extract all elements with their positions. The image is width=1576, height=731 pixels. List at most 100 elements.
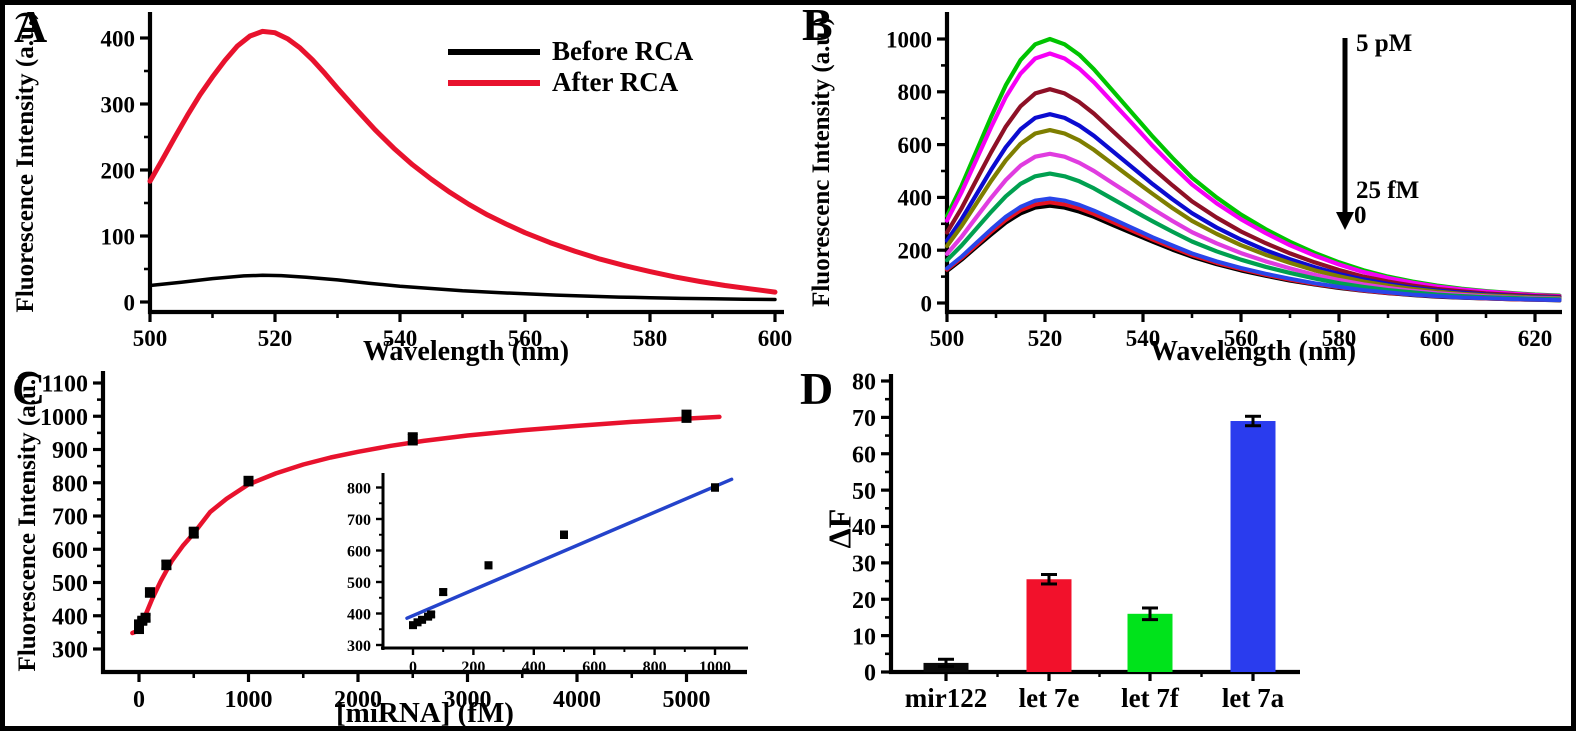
- x-tick-label: 0: [409, 659, 417, 676]
- panel-label-a: A: [14, 1, 48, 52]
- y-tick-label: 400: [898, 186, 933, 211]
- panel-b-yaxis-title: Fluorescenc Intensity (a.u.): [808, 17, 835, 307]
- x-tick-label: 600: [582, 659, 606, 676]
- annotation-mid-conc: 25 fM: [1356, 177, 1420, 204]
- y-tick-label: 1000: [886, 27, 932, 52]
- y-tick-label: 600: [898, 133, 933, 158]
- x-tick-label: 500: [930, 326, 965, 351]
- x-tick-label: 200: [461, 659, 485, 676]
- y-tick-label: 400: [52, 604, 88, 630]
- y-tick-label: 900: [52, 438, 88, 464]
- y-tick-label: 70: [852, 406, 876, 432]
- y-tick-label: 300: [101, 92, 136, 117]
- y-tick-label: 0: [124, 290, 136, 315]
- panel-c-xaxis-title: [miRNA] (fM): [336, 697, 514, 729]
- data-point-marker: [144, 587, 155, 598]
- x-tick-label: 500: [133, 326, 168, 351]
- legend-label: After RCA: [552, 67, 679, 97]
- x-tick-label: 4000: [553, 687, 601, 713]
- y-tick-label: 1000: [40, 405, 88, 431]
- panel-a-yaxis-title: Fluorescence Intensity (a.u.): [12, 11, 39, 313]
- x-tick-label: 620: [1518, 326, 1553, 351]
- data-point-marker: [711, 483, 719, 492]
- x-tick-label: 1000: [225, 687, 273, 713]
- x-tick-label: 1000: [699, 659, 731, 676]
- x-tick-label: 400: [522, 659, 546, 676]
- x-tick-label: 600: [1420, 326, 1455, 351]
- panel-b-xaxis-title: Wavelength (nm): [1149, 336, 1357, 367]
- panel-c-plot: 0 1000 2000 3000 4000 50003004005006007008009…: [40, 371, 747, 713]
- annotation-bottom-conc: 0: [1354, 202, 1367, 229]
- series-s3: [944, 87, 1562, 299]
- x-tick-label: 560: [508, 326, 543, 351]
- category-label: mir122: [905, 683, 987, 713]
- y-tick-label: 800: [347, 480, 371, 497]
- y-tick-label: 800: [898, 80, 933, 105]
- x-tick-label: 520: [1028, 326, 1063, 351]
- y-tick-label: 50: [852, 479, 876, 505]
- x-tick-label: 800: [643, 659, 667, 676]
- category-label: let 7f: [1121, 683, 1180, 713]
- panel-label-b: B: [802, 0, 833, 50]
- y-tick-label: 600: [347, 543, 371, 560]
- x-tick-label: 600: [758, 326, 793, 351]
- x-tick-label: 520: [258, 326, 293, 351]
- x-tick-label: 580: [1322, 326, 1357, 351]
- panel-label-c: C: [12, 363, 46, 414]
- panel-c-yaxis-title: Fluorescence Intensity (a.u.): [14, 370, 41, 672]
- series-After RCA: [147, 28, 778, 295]
- y-tick-label: 40: [852, 515, 876, 541]
- data-point-marker: [427, 610, 436, 619]
- x-tick-label: 540: [383, 326, 418, 351]
- x-tick-label: 0: [133, 687, 145, 713]
- panel-d-plot: 0 10 20 30 40 50 60 70 80 mir122 let 7e let 7f let 7…: [852, 370, 1300, 713]
- y-tick-label: 100: [101, 224, 136, 249]
- y-tick-label: 10: [852, 624, 876, 650]
- data-point-marker: [407, 433, 418, 444]
- bar-let-7a: [1230, 421, 1276, 672]
- data-point-marker: [413, 618, 422, 627]
- y-tick-label: 1100: [41, 372, 88, 398]
- x-tick-label: 560: [1224, 326, 1259, 351]
- y-tick-label: 700: [347, 512, 371, 529]
- legend-item: After RCA: [448, 67, 693, 98]
- y-tick-label: 500: [52, 571, 88, 597]
- data-point-marker: [560, 530, 568, 539]
- data-point-marker: [140, 612, 151, 623]
- data-point-marker: [418, 615, 427, 624]
- data-point-marker: [243, 476, 254, 487]
- legend-swatch: [448, 48, 540, 55]
- series-Before RCA: [148, 273, 777, 302]
- data-point-marker: [439, 588, 448, 597]
- x-tick-label: 2000: [334, 687, 382, 713]
- y-tick-label: 0: [921, 291, 933, 316]
- y-tick-label: 400: [101, 26, 136, 51]
- data-point-marker: [484, 561, 493, 570]
- y-tick-label: 60: [852, 442, 876, 468]
- legend: Before RCA After RCA: [448, 36, 693, 98]
- series-s10: [945, 196, 1562, 303]
- x-tick-label: 5000: [663, 687, 711, 713]
- x-tick-label: 540: [1126, 326, 1161, 351]
- panel-a-plot: 500 520 540 560 580 600 0 100 200 300 400: [101, 12, 793, 351]
- y-tick-label: 300: [347, 638, 371, 655]
- category-label: let 7e: [1019, 683, 1080, 713]
- y-tick-label: 0: [864, 661, 876, 687]
- concentration-arrow-head: [1336, 212, 1354, 230]
- data-point-marker: [409, 621, 417, 630]
- y-tick-label: 600: [52, 538, 88, 564]
- y-tick-label: 300: [52, 638, 88, 664]
- y-tick-label: 200: [101, 158, 136, 183]
- linear-fit: [405, 477, 734, 620]
- legend-item: Before RCA: [448, 36, 693, 67]
- panel-b-plot: 500 520 540 560 580 600 620 0 200 400 600 800 1000: [886, 12, 1562, 351]
- data-point-marker: [681, 411, 692, 422]
- y-tick-label: 200: [898, 238, 933, 263]
- annotation-top-conc: 5 pM: [1356, 30, 1413, 57]
- bar-let-7e: [1026, 579, 1072, 672]
- y-tick-label: 80: [852, 370, 876, 396]
- panel-label-d: D: [800, 363, 834, 414]
- y-tick-label: 30: [852, 552, 876, 578]
- y-tick-label: 400: [347, 606, 371, 623]
